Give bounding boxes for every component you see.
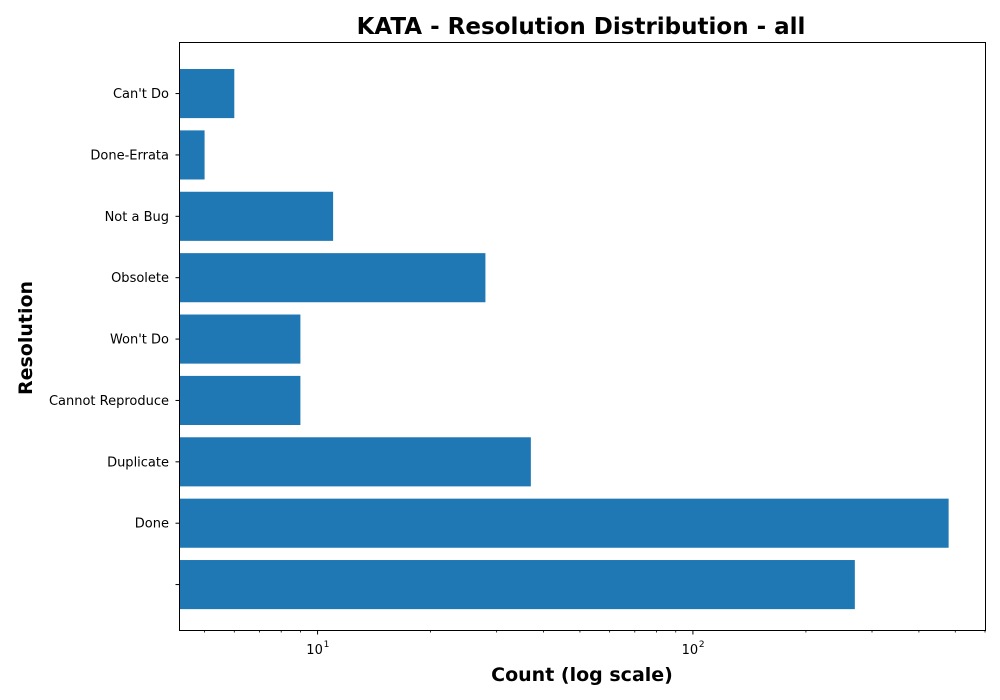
- bar: [180, 314, 301, 364]
- y-tick-label: Done: [135, 517, 169, 532]
- bar: [180, 437, 531, 487]
- bar: [180, 69, 235, 119]
- bar: [180, 560, 855, 610]
- bar: [180, 130, 205, 180]
- y-ticks-group: Can't Do Done-Errata Not a Bug Obsolete Won'…: [49, 87, 180, 586]
- bar: [180, 191, 334, 241]
- x-tick-label: 10: [682, 643, 699, 658]
- y-tick-label: Not a Bug: [105, 210, 169, 225]
- bars-group: [180, 69, 949, 610]
- plot-frame: [179, 42, 986, 631]
- y-tick-label: Duplicate: [107, 455, 169, 470]
- y-tick-label: Won't Do: [110, 333, 169, 348]
- x-ticks-group: 10 1 10 2: [204, 630, 986, 658]
- x-tick-exponent: 1: [324, 640, 330, 650]
- y-tick-label: Cannot Reproduce: [49, 394, 169, 409]
- y-tick-label: Done-Errata: [90, 148, 169, 163]
- x-tick-exponent: 2: [699, 640, 705, 650]
- x-tick-label: 10: [306, 643, 323, 658]
- bar: [180, 375, 301, 425]
- bar: [180, 253, 486, 303]
- chart-title: KATA - Resolution Distribution - all: [357, 14, 806, 40]
- y-tick-label: Obsolete: [111, 271, 169, 286]
- y-tick-label: Can't Do: [113, 87, 169, 102]
- x-axis-label: Count (log scale): [491, 664, 673, 686]
- y-axis-label: Resolution: [15, 281, 37, 395]
- bar: [180, 498, 949, 548]
